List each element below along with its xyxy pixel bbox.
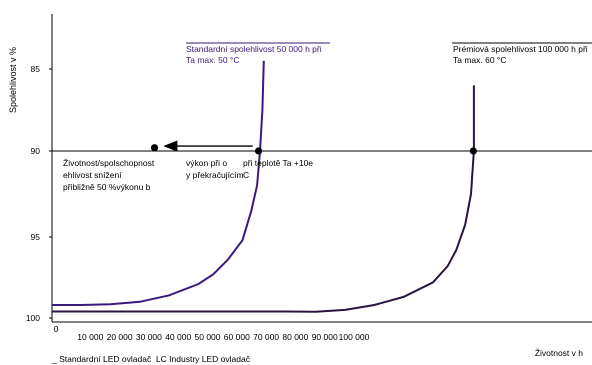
annotation-col1-line-3: přibližně 50 %výkonu b [63,182,151,192]
annotation-col1-line-2: ehlivost snížení [63,170,122,180]
y-axis-label: Spolehlivost v % [8,47,18,113]
series-line-2 [52,85,475,313]
annotation-col2-line-2: y překračujícím [186,170,244,180]
annotation-col3-line-2: C [243,170,249,180]
y-tick-label: 85 [31,64,41,74]
annotation-col2-line-1: výkon při o [186,158,227,168]
x-tick-label: 20 000 [107,332,133,342]
marker-dot [469,147,477,155]
y-tick-label: 95 [31,232,41,242]
premium-box-line-1: Prémiová spolehlivost 100 000 h při [453,44,588,54]
x-tick-label: 80 000 [282,332,308,342]
marker-dot [254,147,263,155]
x-tick-label: 40 000 [165,332,191,342]
x-tick-label: 70 000 [253,332,279,342]
x-tick-labels: 0 10 000 20 000 30 000 40 000 50 000 60 000 70 … [54,324,370,342]
y-tick-label: 90 [31,146,41,156]
series-line-1 [52,60,265,306]
x-tick-label: 30 000 [136,332,162,342]
x-tick-label: 90 000 [312,332,338,342]
x-axis-label: Životnost v h [535,348,583,358]
markers [150,144,477,155]
x-tick-label: 60 000 [224,332,250,342]
standard-box-line-1: Standardní spolehlivost 50 000 h při [186,44,322,54]
x-tick-label: 50 000 [195,332,221,342]
series-lines [52,60,475,313]
y-tick-labels: 85 90 95 100 [26,64,52,323]
x-tick-label: 10 000 [77,332,103,342]
x-tick-label: 100 000 [339,332,370,342]
annotation-col1-line-1: Životnost/spolschopnost [63,158,155,168]
x-tick-label: 0 [54,324,59,334]
annotation-col3-line-1: při teplotě Ta +10e [243,158,313,168]
legend: _ Standardní LED ovladač LC Industry LED… [51,354,251,364]
standard-box-line-2: Ta max. 50 °C [186,55,239,65]
premium-box-line-2: Ta max. 60 °C [453,55,506,65]
marker-dot [150,144,159,152]
y-tick-label: 100 [26,313,40,323]
